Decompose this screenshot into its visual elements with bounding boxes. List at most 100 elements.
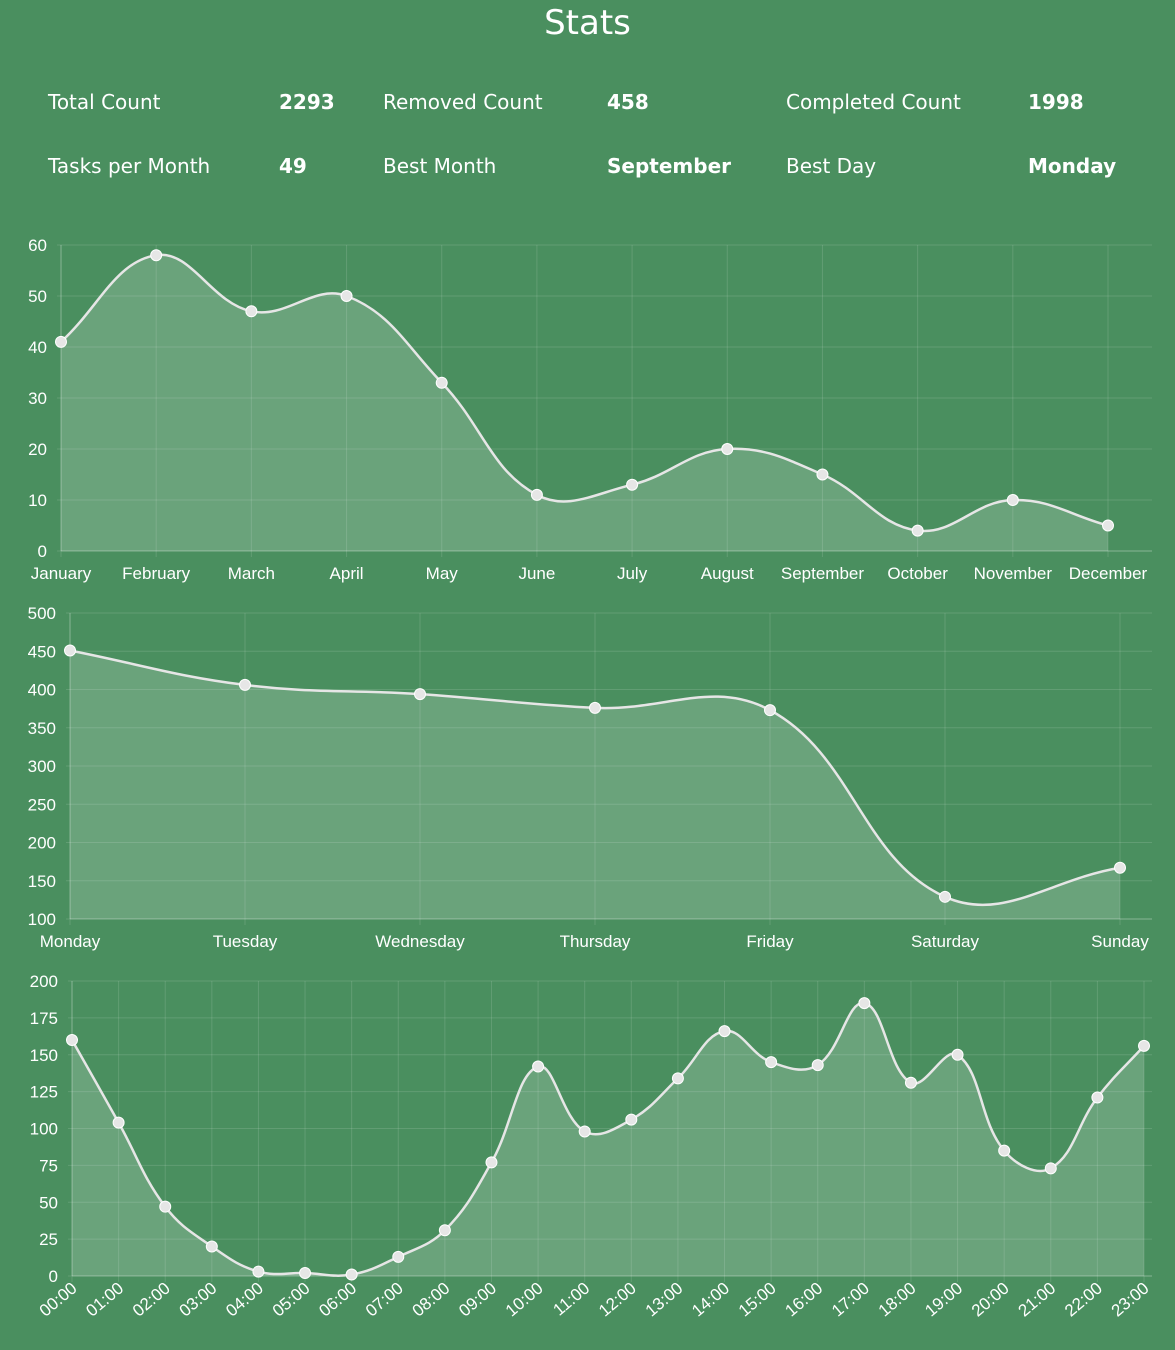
x-tick-label: 01:00	[82, 1279, 127, 1321]
y-tick-label: 100	[30, 1120, 58, 1139]
data-point-november	[1006, 494, 1019, 506]
x-tick-label: 07:00	[362, 1279, 407, 1321]
x-tick-label: Friday	[746, 932, 794, 951]
data-point-05-00	[299, 1267, 312, 1280]
y-tick-label: 200	[30, 972, 58, 991]
y-tick-label: 0	[38, 542, 47, 561]
y-tick-label: 350	[28, 719, 56, 738]
y-tick-label: 175	[30, 1009, 58, 1028]
x-tick-label: 20:00	[968, 1279, 1013, 1321]
y-tick-label: 450	[28, 642, 56, 661]
x-tick-label: 04:00	[222, 1279, 267, 1321]
y-tick-label: 250	[28, 795, 56, 814]
data-point-july	[626, 478, 639, 491]
x-tick-label: Tuesday	[213, 932, 278, 951]
y-tick-label: 50	[28, 287, 47, 306]
data-point-friday	[764, 704, 776, 717]
data-point-february	[150, 249, 163, 262]
data-point-wednesday	[414, 688, 426, 701]
x-tick-label: 02:00	[129, 1279, 174, 1321]
x-tick-label: 18:00	[875, 1279, 920, 1321]
y-tick-label: 150	[30, 1046, 58, 1065]
x-tick-label: 19:00	[921, 1279, 966, 1321]
data-point-thursday	[589, 701, 601, 714]
y-tick-label: 300	[28, 757, 56, 776]
y-tick-label: 40	[28, 338, 47, 357]
x-tick-label: August	[701, 564, 754, 583]
stat-value-completed-count: 1998	[1028, 90, 1084, 114]
data-point-december	[1102, 519, 1114, 532]
data-point-19-00	[951, 1048, 964, 1061]
y-tick-label: 30	[28, 389, 47, 408]
x-tick-label: Monday	[40, 932, 101, 951]
data-point-11-00	[578, 1125, 591, 1138]
x-tick-label: July	[617, 564, 648, 583]
x-tick-label: Sunday	[1091, 932, 1149, 951]
x-tick-label: February	[122, 564, 191, 583]
x-tick-label: 11:00	[549, 1279, 593, 1320]
x-tick-label: May	[426, 564, 459, 583]
x-tick-label: 05:00	[269, 1279, 314, 1321]
data-point-23-00	[1138, 1039, 1150, 1052]
stat-label-total-count: Total Count	[48, 90, 161, 114]
stat-label-completed-count: Completed Count	[786, 90, 961, 114]
x-tick-label: September	[781, 564, 864, 583]
x-tick-label: 03:00	[176, 1279, 221, 1321]
y-tick-label: 60	[28, 236, 47, 255]
x-tick-label: Wednesday	[375, 932, 465, 951]
x-tick-label: 16:00	[782, 1279, 827, 1321]
data-point-sunday	[1114, 861, 1126, 874]
weekday-tasks-chart: 100 150 200 250 300 350 400 450 500 Monday Tuesday…	[28, 604, 1152, 951]
data-point-22-00	[1091, 1091, 1104, 1104]
y-tick-label: 400	[28, 681, 56, 700]
x-tick-label: Saturday	[911, 932, 980, 951]
y-tick-label: 25	[39, 1230, 58, 1249]
y-tick-label: 150	[28, 872, 56, 891]
stat-label-removed-count: Removed Count	[383, 90, 543, 114]
y-tick-label: 100	[28, 910, 56, 929]
data-point-07-00	[392, 1250, 405, 1263]
data-point-october	[911, 524, 924, 537]
data-point-06-00	[345, 1268, 358, 1281]
data-point-09-00	[485, 1156, 498, 1169]
y-tick-label: 125	[30, 1083, 58, 1102]
data-point-saturday	[939, 890, 951, 903]
data-point-16-00	[811, 1059, 824, 1072]
x-tick-label: 14:00	[688, 1279, 733, 1321]
x-tick-label: 10:00	[502, 1279, 547, 1321]
series-area	[72, 1002, 1144, 1276]
data-point-21-00	[1044, 1162, 1057, 1175]
x-tick-label: 17:00	[828, 1279, 873, 1321]
data-point-june	[530, 488, 543, 501]
y-tick-label: 10	[28, 491, 47, 510]
stat-label-best-month: Best Month	[383, 154, 497, 178]
x-tick-label: Thursday	[560, 932, 631, 951]
data-point-april	[340, 290, 353, 302]
x-tick-label: March	[228, 564, 275, 583]
data-point-august	[721, 443, 734, 455]
page-title: Stats	[544, 3, 631, 43]
data-point-01-00	[112, 1116, 125, 1129]
stat-value-best-day: Monday	[1028, 154, 1117, 178]
x-tick-label: 09:00	[455, 1279, 500, 1321]
data-point-15-00	[765, 1056, 778, 1069]
x-tick-label: 12:00	[595, 1279, 640, 1321]
data-point-08-00	[438, 1224, 451, 1237]
data-point-13-00	[671, 1072, 684, 1085]
x-tick-label: 13:00	[642, 1279, 687, 1321]
y-tick-label: 500	[28, 604, 56, 623]
x-tick-label: 08:00	[409, 1279, 454, 1321]
x-tick-label: 06:00	[315, 1279, 360, 1321]
series-area	[70, 650, 1120, 919]
stat-value-removed-count: 458	[607, 90, 649, 114]
y-tick-label: 50	[39, 1193, 58, 1212]
x-tick-label: April	[330, 564, 364, 583]
stat-label-best-day: Best Day	[786, 154, 877, 178]
y-tick-label: 0	[49, 1267, 58, 1286]
series-area	[61, 254, 1108, 551]
x-tick-label: 21:00	[1015, 1279, 1060, 1321]
hourly-tasks-chart: 0 25 50 75 100 125 150 175 200 00:00 01:00 02:00 03:…	[30, 972, 1153, 1321]
data-point-12-00	[625, 1113, 638, 1126]
monthly-tasks-chart: 0 10 20 30 40 50 60 January February March April Ma…	[28, 236, 1152, 583]
data-point-20-00	[998, 1144, 1011, 1157]
